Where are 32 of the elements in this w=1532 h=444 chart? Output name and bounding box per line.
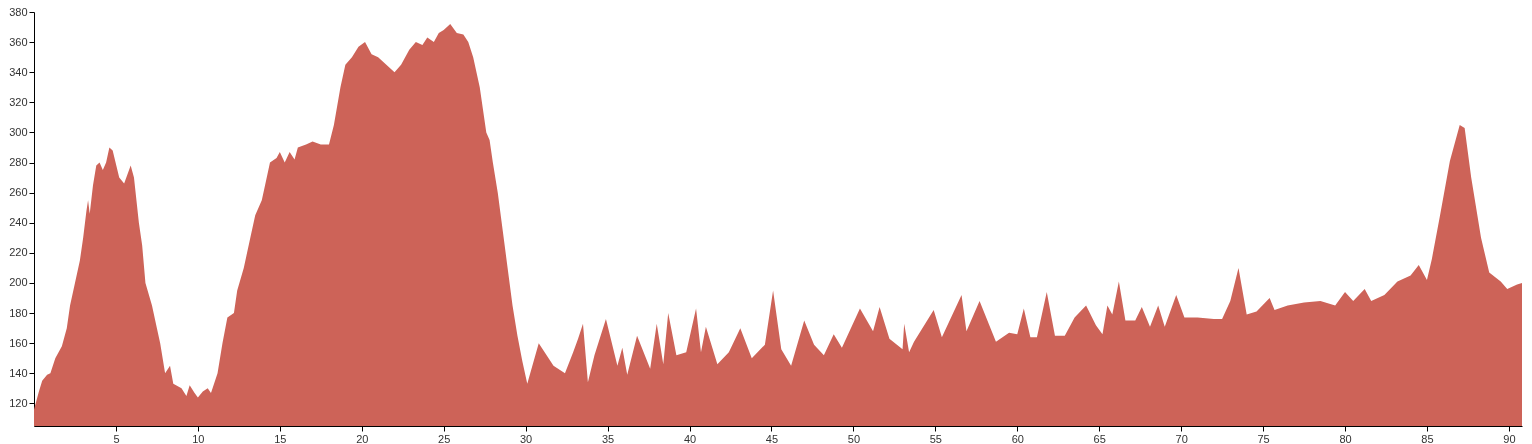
x-tick-label: 75 — [1257, 432, 1270, 444]
x-tick-label: 25 — [438, 432, 451, 444]
x-tick-label: 10 — [192, 432, 205, 444]
x-tick-label: 90 — [1503, 432, 1516, 444]
x-tick-label: 15 — [274, 432, 287, 444]
y-tick-label: 300 — [9, 125, 28, 138]
x-tick-label: 5 — [113, 432, 120, 444]
x-tick-label: 30 — [520, 432, 533, 444]
y-tick-label: 240 — [9, 216, 28, 229]
y-tick-label: 320 — [9, 95, 28, 108]
y-tick-label: 200 — [9, 276, 28, 289]
x-tick-label: 20 — [356, 432, 369, 444]
y-tick-label: 180 — [9, 306, 28, 319]
y-tick-label: 380 — [9, 5, 28, 18]
x-tick-label: 70 — [1175, 432, 1188, 444]
y-tick-label: 220 — [9, 246, 28, 259]
x-tick-label: 85 — [1421, 432, 1434, 444]
y-tick-label: 160 — [9, 336, 28, 349]
y-tick-label: 360 — [9, 35, 28, 48]
x-tick-label: 40 — [683, 432, 697, 444]
x-tick-label: 65 — [1093, 432, 1106, 444]
x-tick-label: 60 — [1011, 432, 1024, 444]
x-tick-label: 35 — [601, 432, 615, 444]
x-tick-label: 45 — [765, 432, 779, 444]
y-tick-label: 140 — [9, 366, 28, 379]
y-tick-label: 260 — [9, 186, 28, 199]
x-tick-label: 55 — [929, 432, 942, 444]
y-tick-label: 120 — [9, 396, 28, 409]
y-tick-label: 340 — [9, 65, 28, 78]
y-tick-label: 280 — [9, 156, 28, 169]
x-tick-label: 80 — [1339, 432, 1352, 444]
x-tick-label: 50 — [847, 432, 861, 444]
